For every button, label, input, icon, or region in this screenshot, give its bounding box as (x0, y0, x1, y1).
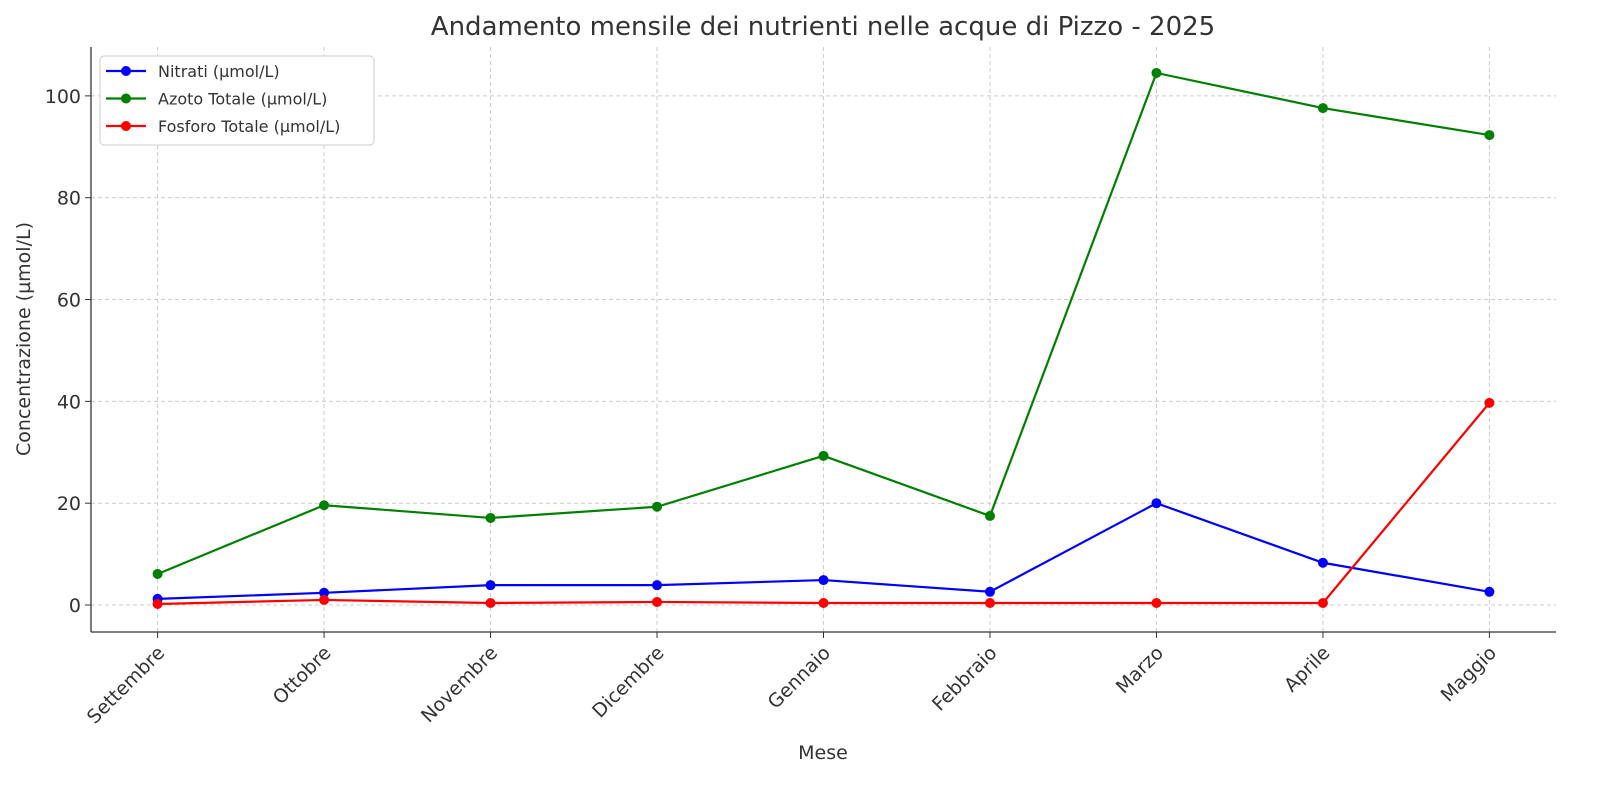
data-point (818, 597, 829, 608)
y-tick-label: 80 (57, 188, 81, 210)
y-tick-label: 100 (45, 86, 81, 108)
data-point (984, 597, 995, 608)
x-tick-label: Marzo (1112, 642, 1168, 698)
data-point (1317, 597, 1328, 608)
data-point (984, 586, 995, 597)
legend-marker (121, 66, 131, 76)
legend-box (99, 55, 375, 146)
data-point (485, 580, 496, 591)
x-tick-label: Gennaio (764, 642, 835, 713)
data-point (652, 580, 663, 591)
legend-marker (121, 93, 131, 104)
y-tick-label: 0 (69, 595, 81, 617)
data-point (319, 587, 330, 598)
x-tick-label: Febbraio (928, 642, 1002, 716)
data-point (818, 575, 829, 586)
y-tick-label: 40 (57, 391, 81, 413)
data-point (319, 500, 330, 511)
data-point (652, 596, 663, 607)
data-point (1484, 397, 1495, 408)
legend-label: Fosforo Totale (µmol/L) (158, 117, 340, 136)
data-point (152, 598, 163, 609)
data-point (1151, 67, 1162, 78)
y-tick-label: 60 (57, 290, 81, 312)
x-tick-label: Novembre (417, 642, 502, 727)
data-point (1151, 498, 1162, 509)
y-tick-label: 20 (57, 493, 81, 515)
legend-marker (121, 121, 131, 131)
x-axis-label: Mese (798, 742, 848, 764)
data-point (818, 450, 829, 461)
data-point (1484, 130, 1495, 141)
x-tick-label: Ottobre (269, 642, 336, 709)
data-point (984, 510, 995, 521)
data-point (1151, 597, 1162, 608)
data-point (152, 568, 163, 579)
y-axis-label: Concentrazione (µmol/L) (13, 222, 35, 456)
data-point (485, 512, 496, 523)
data-point (485, 597, 496, 608)
data-point (652, 501, 663, 512)
x-tick-label: Aprile (1280, 642, 1335, 697)
data-point (319, 594, 330, 605)
data-point (1484, 586, 1495, 597)
x-tick-label: Dicembre (588, 642, 668, 722)
x-tick-label: Settembre (83, 642, 169, 728)
legend-label: Azoto Totale (µmol/L) (158, 90, 327, 109)
chart-title: Andamento mensile dei nutrienti nelle ac… (431, 12, 1215, 42)
data-point (1317, 557, 1328, 568)
data-point (1317, 103, 1328, 114)
legend-label: Nitrati (µmol/L) (158, 62, 280, 81)
x-tick-label: Maggio (1437, 642, 1501, 706)
